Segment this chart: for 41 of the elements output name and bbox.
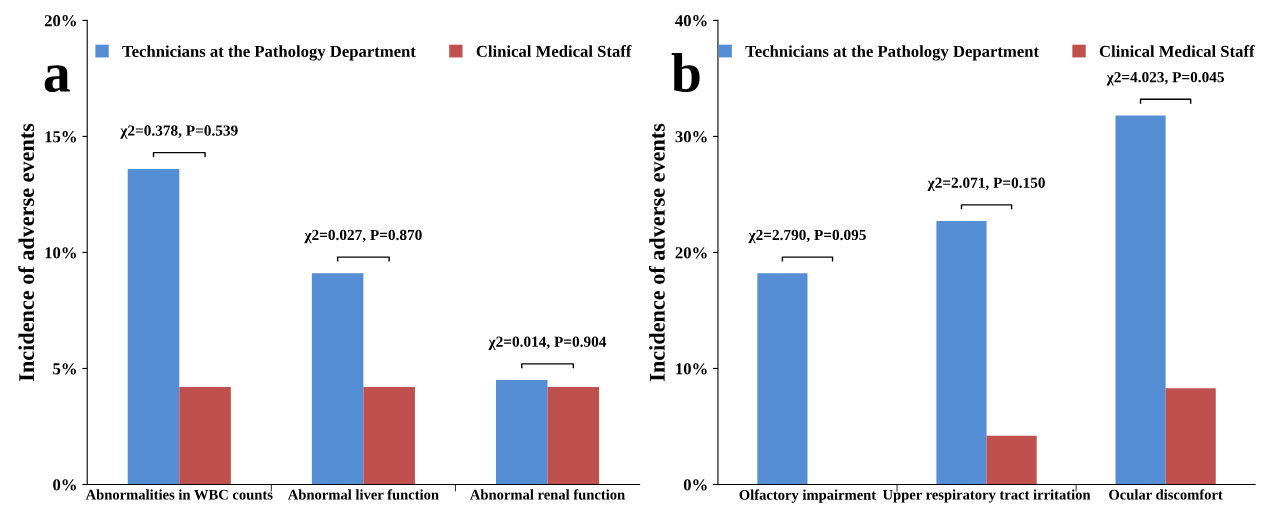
bar (1165, 388, 1216, 485)
bar (757, 273, 808, 485)
legend-label: Clinical Medical Staff (1099, 45, 1255, 58)
annotation: χ2=2.790, P=0.095 (748, 229, 866, 244)
legend-label: Clinical Medical Staff (476, 45, 632, 58)
y-tick-label: 20% (44, 15, 76, 27)
annotation: χ2=0.027, P=0.870 (304, 229, 422, 244)
y-tick-label: 20% (675, 247, 707, 259)
bar (179, 387, 231, 485)
y-axis-title: Incidence of adverse events (18, 123, 35, 381)
y-tick-label: 0% (683, 479, 707, 491)
bar (936, 221, 987, 485)
text: a (44, 65, 70, 92)
y-tick-label: 15% (45, 131, 76, 143)
x-tick-label: Ocular discomfort (1109, 489, 1223, 500)
chart-title: b (671, 52, 700, 92)
y-tick-label: 10% (676, 363, 707, 375)
bar (311, 273, 364, 485)
bar (363, 387, 415, 485)
bar (495, 380, 548, 485)
annotation: χ2=0.014, P=0.904 (488, 336, 607, 350)
legend-label: Technicians at the Pathology Department (745, 45, 1039, 61)
y-tick-label: 5% (53, 363, 76, 375)
bar (986, 435, 1037, 485)
y-tick-label: 10% (45, 247, 76, 259)
x-tick-label: Abnormalities in WBC counts (85, 489, 273, 500)
bar (1115, 115, 1166, 485)
annotation: χ2=0.378, P=0.539 (120, 125, 238, 139)
y-tick-label: 0% (53, 479, 76, 491)
y-tick-label: 30% (675, 131, 707, 143)
y-tick-label: 40% (675, 15, 707, 27)
y-axis-title: Incidence of adverse events (648, 123, 665, 381)
x-tick-label: Abnormal liver function (287, 489, 439, 500)
bar (547, 387, 600, 485)
annotation: χ2=4.023, P=0.045 (1106, 71, 1224, 86)
bar (127, 168, 180, 485)
x-tick-label: Abnormal renal function (470, 489, 625, 500)
annotation: χ2=2.071, P=0.150 (927, 177, 1045, 191)
x-tick-label: Olfactory impairment (739, 489, 877, 503)
legend-label: Technicians at the Pathology Department (122, 45, 416, 61)
x-tick-label: Upper respiratory tract irritation (882, 489, 1091, 503)
